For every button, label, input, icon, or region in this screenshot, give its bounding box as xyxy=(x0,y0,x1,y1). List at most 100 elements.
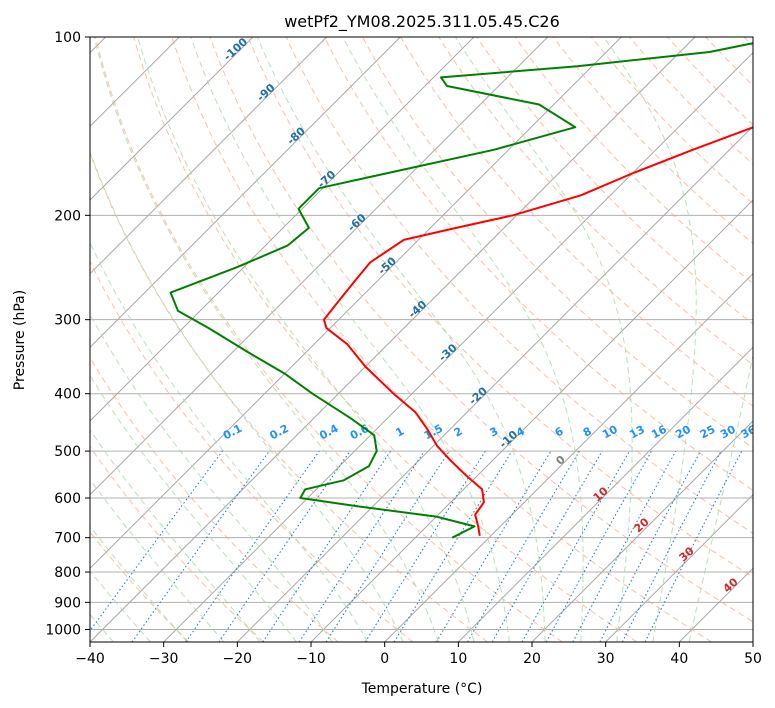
moist-adiabat-line xyxy=(93,37,439,642)
isotherm-label: -40 xyxy=(406,298,430,321)
mixing-ratio-label: 30 xyxy=(718,423,738,442)
isotherm-line xyxy=(752,641,753,642)
dry-adiabat-line xyxy=(90,445,264,642)
isotherm-line xyxy=(90,37,328,275)
mixing-ratio-label: 20 xyxy=(673,423,693,442)
isotherm-label: -80 xyxy=(285,124,309,147)
mixing-ratio-label: 2 xyxy=(452,425,465,440)
mixing-ratio-line xyxy=(218,450,351,642)
dry-adiabat-line xyxy=(476,37,753,325)
dry-adiabat-line xyxy=(90,531,190,642)
dry-adiabat-line xyxy=(90,260,414,642)
mixing-ratio-line xyxy=(435,450,552,642)
mixing-ratio-line xyxy=(521,450,630,642)
mixing-ratio-label: 16 xyxy=(649,423,669,442)
dry-adiabat-line xyxy=(514,37,753,285)
isotherm-line xyxy=(531,420,753,642)
dry-adiabat-line xyxy=(171,37,712,642)
chart-title: wetPf2_YM08.2025.311.05.45.C26 xyxy=(284,12,560,32)
mixing-ratio-line xyxy=(393,450,513,642)
plot-area: 0.1 0.2 0.4 0.6 1 1.5 2 3 4 6 8 10 13 16 20 25 30 36-100-… xyxy=(90,35,759,642)
moist-adiabat-line xyxy=(256,37,546,642)
dry-adiabat-line xyxy=(705,37,753,87)
moist-adiabat-line xyxy=(90,150,404,642)
isotherm-line xyxy=(310,199,753,642)
dry-adiabat-line xyxy=(209,37,753,623)
y-tick-label: 500 xyxy=(54,444,81,460)
mixing-ratio-label: 8 xyxy=(581,425,594,440)
mixing-ratio-line xyxy=(572,450,677,642)
isotherm-label: 30 xyxy=(677,544,697,564)
dry-adiabat-line xyxy=(438,37,753,366)
isobar-grid xyxy=(90,37,753,630)
isotherm-line xyxy=(90,37,549,496)
dry-adiabat-line xyxy=(133,37,638,642)
mixing-ratio-line xyxy=(545,450,653,642)
mixing-ratio-label: 0.1 xyxy=(221,422,244,443)
moist-adiabat-line xyxy=(342,37,584,642)
moist-adiabat-line xyxy=(688,352,753,642)
isotherm-line xyxy=(163,51,753,642)
x-tick-label: 20 xyxy=(523,651,541,667)
mixing-ratio-line xyxy=(185,450,320,642)
isotherm-label: -100 xyxy=(221,35,250,63)
isotherm-label: -90 xyxy=(254,81,278,104)
y-tick-label: 1000 xyxy=(45,622,81,638)
isotherm-label: -50 xyxy=(376,254,400,277)
mixing-ratio-line xyxy=(298,450,425,642)
dry-adiabat-line xyxy=(362,37,753,449)
x-tick-label: 10 xyxy=(449,651,467,667)
y-tick-label: 100 xyxy=(54,30,81,46)
x-tick-label: 30 xyxy=(597,651,615,667)
mixing-ratio-label: 13 xyxy=(627,423,647,442)
moist-adiabat-line xyxy=(90,525,188,642)
mixing-ratio-line xyxy=(644,450,743,642)
x-axis-label: Temperature (°C) xyxy=(361,681,483,697)
mixing-ratio-line xyxy=(90,450,223,632)
isotherm-line xyxy=(90,37,254,201)
dry-adiabat-line xyxy=(400,37,753,407)
mixing-ratio-label: 6 xyxy=(553,424,566,439)
x-tick-label: 40 xyxy=(670,651,688,667)
mixing-ratio-line xyxy=(131,450,270,642)
dry-adiabat-line xyxy=(90,151,488,642)
y-tick-label: 200 xyxy=(54,208,81,224)
isotherm-label: 40 xyxy=(721,575,741,595)
x-tick-label: 0 xyxy=(380,651,389,667)
isotherm-line xyxy=(605,493,753,642)
y-tick-label: 700 xyxy=(54,531,81,547)
plot-frame xyxy=(89,36,754,643)
mixing-ratio-label: 0.2 xyxy=(268,422,291,443)
x-tick-label: −20 xyxy=(223,651,253,667)
dry-adiabat-line xyxy=(90,356,339,642)
x-tick-label: −40 xyxy=(75,651,105,667)
dewpoint-profile-line xyxy=(169,42,753,539)
moist-adiabat-line xyxy=(90,313,333,642)
dry-adiabat-line xyxy=(323,37,753,491)
y-tick-label: 400 xyxy=(54,387,81,403)
isotherm-line xyxy=(90,37,696,642)
mixing-ratio-label: 36 xyxy=(739,423,759,442)
isotherm-label: -20 xyxy=(466,384,490,407)
isotherm-label: 20 xyxy=(632,515,652,535)
axis-ticks: −40 −30 −20 −10 0 10 20 30 40 5010020030040050060… xyxy=(45,30,762,667)
isotherm-line xyxy=(384,272,753,642)
y-tick-label: 800 xyxy=(54,565,81,581)
mixing-ratio-line xyxy=(262,450,392,642)
moist-adiabat-line xyxy=(190,37,510,642)
y-tick-label: 900 xyxy=(54,595,81,611)
y-tick-label: 600 xyxy=(54,491,81,507)
dry-adiabat-line xyxy=(247,37,753,578)
moist-adiabat-line xyxy=(90,478,225,642)
moist-adiabat-line xyxy=(137,37,475,642)
mixing-ratio-label: 10 xyxy=(600,423,620,442)
mixing-ratio-label: 0.4 xyxy=(317,422,341,443)
isotherm-label: -30 xyxy=(436,341,460,364)
y-axis-label: Pressure (hPa) xyxy=(12,290,28,390)
moist-adiabat-line xyxy=(603,37,697,642)
dry-adiabat-line xyxy=(743,37,753,48)
mixing-ratio-line xyxy=(325,450,450,642)
isotherm-label: 10 xyxy=(591,484,611,504)
moist-adiabat-line xyxy=(90,428,261,642)
